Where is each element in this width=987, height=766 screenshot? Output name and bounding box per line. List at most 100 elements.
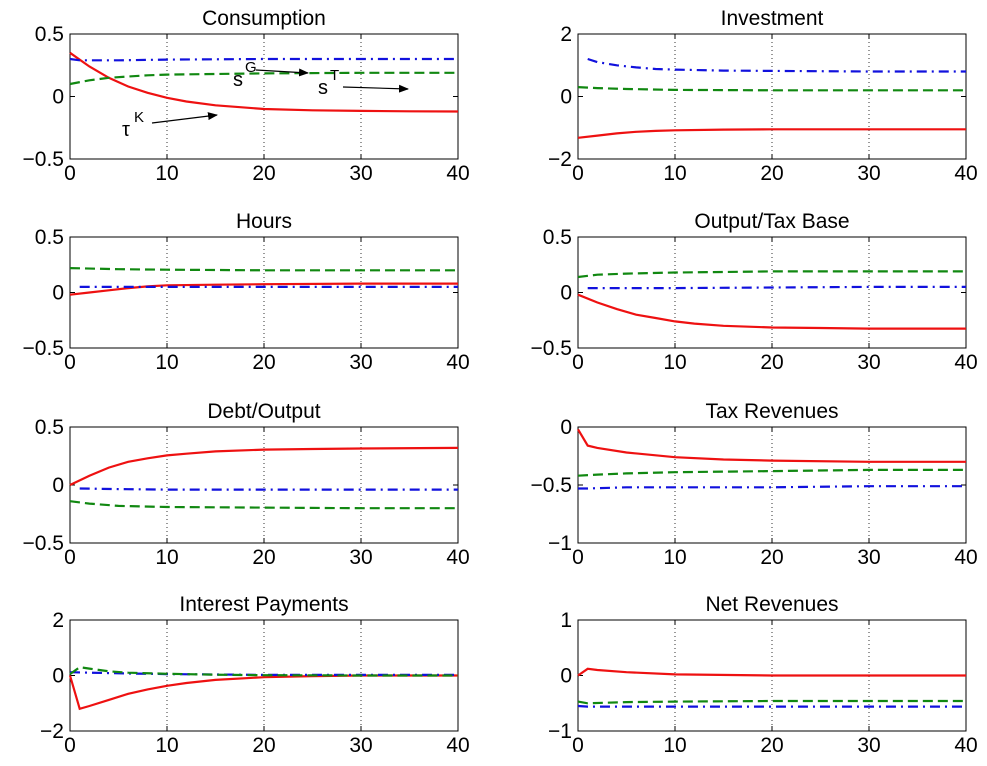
y-tick-label: −2 xyxy=(548,148,572,171)
x-tick-label: 0 xyxy=(64,351,76,374)
x-tick-label: 20 xyxy=(252,162,275,185)
panel-title: Debt/Output xyxy=(207,400,320,423)
annotation-green-series: sT xyxy=(318,67,409,99)
series-line-red xyxy=(577,293,966,330)
y-tick-label: 1 xyxy=(560,609,572,632)
y-tick-label: 0 xyxy=(560,416,572,439)
panel-title: Interest Payments xyxy=(179,593,348,616)
x-tick-label: 10 xyxy=(663,162,686,185)
x-tick-label: 10 xyxy=(663,734,686,757)
y-tick-label: −0.5 xyxy=(531,474,572,497)
y-tick-label: −0.5 xyxy=(23,337,64,360)
series-line-green xyxy=(577,270,966,279)
series-line-red xyxy=(69,446,459,486)
x-tick-label: 30 xyxy=(349,351,372,374)
y-tick-label: 0 xyxy=(52,86,64,109)
y-tick-label: 0.5 xyxy=(543,226,572,249)
y-tick-label: 0 xyxy=(52,665,64,688)
series-line-blue xyxy=(79,487,458,491)
x-tick-label: 0 xyxy=(64,162,76,185)
series-line-green xyxy=(69,71,458,86)
y-tick-label: 0 xyxy=(52,282,64,305)
x-tick-label: 40 xyxy=(954,351,977,374)
y-tick-label: 2 xyxy=(560,23,572,46)
x-tick-label: 30 xyxy=(349,734,372,757)
x-tick-label: 0 xyxy=(64,734,76,757)
y-tick-label: 0 xyxy=(560,86,572,109)
x-tick-label: 30 xyxy=(349,546,372,569)
y-tick-label: 2 xyxy=(52,609,64,632)
series-line-red xyxy=(577,128,966,139)
annotation-arrow xyxy=(342,84,409,93)
x-tick-label: 20 xyxy=(760,546,783,569)
x-tick-label: 20 xyxy=(760,734,783,757)
plot-area xyxy=(577,33,967,160)
x-tick-label: 40 xyxy=(446,351,469,374)
x-tick-label: 30 xyxy=(857,734,880,757)
series-line-green xyxy=(577,86,966,92)
series-line-red xyxy=(69,282,458,296)
x-tick-label: 40 xyxy=(446,162,469,185)
x-tick-label: 40 xyxy=(954,734,977,757)
x-tick-label: 10 xyxy=(155,734,178,757)
x-tick-label: 0 xyxy=(572,546,584,569)
annotation-symbol: s xyxy=(233,69,243,91)
y-tick-label: −0.5 xyxy=(23,148,64,171)
panel-title: Consumption xyxy=(202,7,326,30)
x-tick-label: 0 xyxy=(572,734,584,757)
x-tick-label: 20 xyxy=(760,351,783,374)
y-tick-label: −0.5 xyxy=(23,532,64,555)
y-tick-label: 0.5 xyxy=(35,416,64,439)
panel-title: Investment xyxy=(721,7,824,30)
x-tick-label: 0 xyxy=(572,162,584,185)
x-tick-label: 40 xyxy=(446,734,469,757)
x-tick-label: 30 xyxy=(349,162,372,185)
series-line-blue xyxy=(578,485,966,490)
annotation-blue-series: sG xyxy=(233,59,309,91)
x-tick-label: 10 xyxy=(155,162,178,185)
panel-title: Output/Tax Base xyxy=(694,210,849,233)
panel-title: Tax Revenues xyxy=(705,400,838,423)
x-tick-label: 10 xyxy=(155,546,178,569)
y-tick-label: −1 xyxy=(548,720,572,743)
plot-area xyxy=(69,426,459,544)
y-tick-label: −0.5 xyxy=(531,337,572,360)
panel-tax-revenues: Tax Revenues 0 10 20 30 40 −1 −0.5 0 xyxy=(531,400,978,569)
annotation-arrow xyxy=(255,68,309,77)
series-line-green xyxy=(69,666,458,677)
y-tick-label: 0 xyxy=(52,474,64,497)
series-line-green xyxy=(577,699,966,705)
x-tick-label: 10 xyxy=(663,546,686,569)
y-tick-label: −2 xyxy=(40,720,64,743)
series-line-blue xyxy=(69,57,458,62)
x-tick-label: 10 xyxy=(155,351,178,374)
x-tick-label: 20 xyxy=(252,351,275,374)
series-line-blue xyxy=(577,704,966,708)
y-tick-label: 0 xyxy=(560,282,572,305)
x-tick-label: 20 xyxy=(252,546,275,569)
annotation-red-series: τK xyxy=(122,109,218,141)
y-tick-label: −1 xyxy=(548,532,572,555)
x-tick-label: 0 xyxy=(64,546,76,569)
y-tick-label: 0.5 xyxy=(35,226,64,249)
series-line-red xyxy=(577,667,966,677)
series-line-red xyxy=(577,428,966,463)
series-line-green xyxy=(69,500,458,510)
annotation-symbol: τ xyxy=(122,119,130,141)
x-tick-label: 0 xyxy=(572,351,584,374)
y-tick-label: 0 xyxy=(560,665,572,688)
annotation-superscript: T xyxy=(330,67,339,84)
annotation-superscript: G xyxy=(245,59,257,76)
x-tick-label: 40 xyxy=(954,546,977,569)
x-tick-label: 40 xyxy=(954,162,977,185)
x-tick-label: 40 xyxy=(446,546,469,569)
y-tick-label: 0.5 xyxy=(35,23,64,46)
annotation-symbol: s xyxy=(318,77,328,99)
panel-title: Hours xyxy=(236,210,292,233)
